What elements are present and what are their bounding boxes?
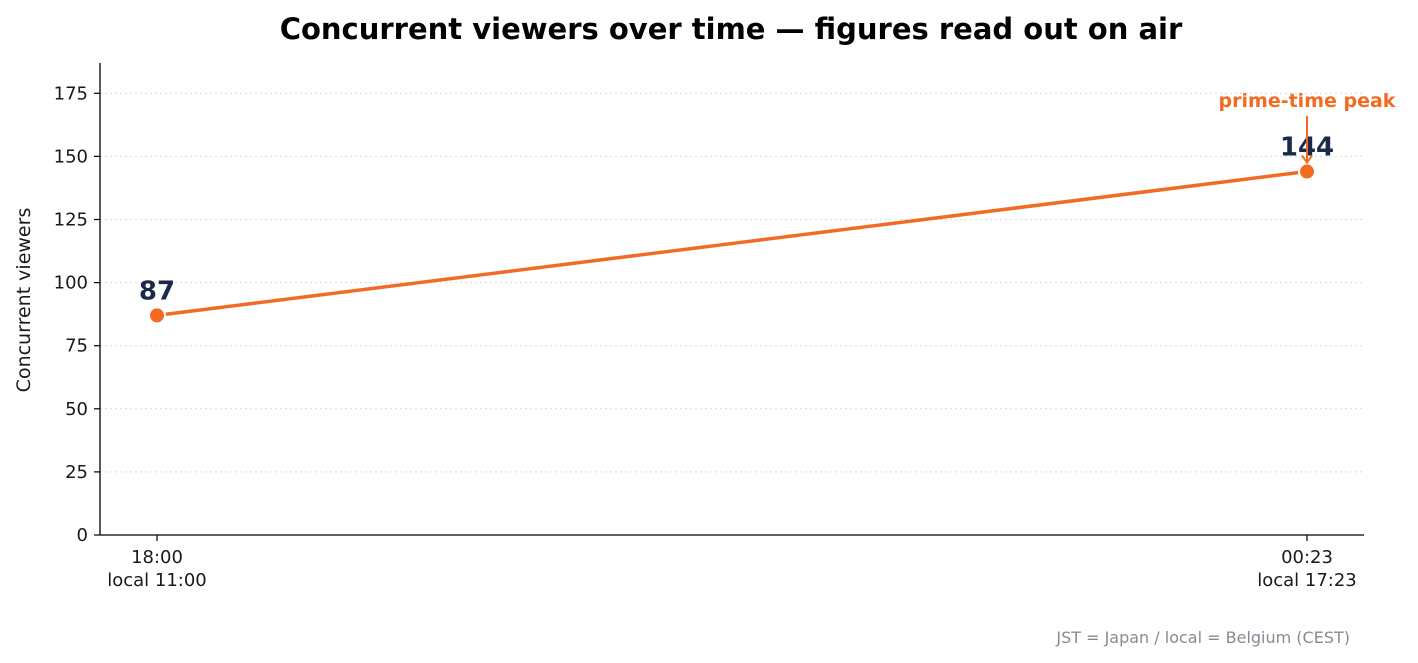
y-tick-label: 25: [65, 462, 88, 483]
annotation-text: prime-time peak: [1219, 90, 1396, 112]
grid: [100, 92, 1364, 473]
series-viewers: [148, 162, 1316, 325]
data-label: 87: [139, 276, 175, 306]
x-tick-sublabel: local 17:23: [1257, 570, 1357, 591]
chart-title: Concurrent viewers over time — figures r…: [280, 12, 1183, 46]
y-axis-label: Concurrent viewers: [13, 208, 35, 393]
data-point: [1298, 162, 1316, 181]
y-tick-label: 150: [54, 146, 88, 167]
x-tick-label: 18:00: [131, 547, 183, 568]
axes: [99, 63, 1364, 536]
annotation: prime-time peak: [1219, 90, 1396, 165]
y-tick-label: 0: [77, 525, 88, 546]
annotation-arrowhead: [1301, 154, 1313, 165]
data-point: [148, 306, 166, 325]
y-tick-label: 100: [54, 273, 88, 294]
x-tick-label: 00:23: [1281, 547, 1333, 568]
x-tick-sublabel: local 11:00: [107, 570, 207, 591]
footnote: JST = Japan / local = Belgium (CEST): [1055, 628, 1350, 647]
y-tick-label: 75: [65, 336, 88, 357]
y-ticks: 0 25 50 75 100 125 150 175: [54, 83, 100, 546]
y-tick-label: 175: [54, 83, 88, 104]
y-tick-label: 125: [54, 209, 88, 230]
series-line: [155, 169, 1309, 318]
y-tick-label: 50: [65, 399, 88, 420]
